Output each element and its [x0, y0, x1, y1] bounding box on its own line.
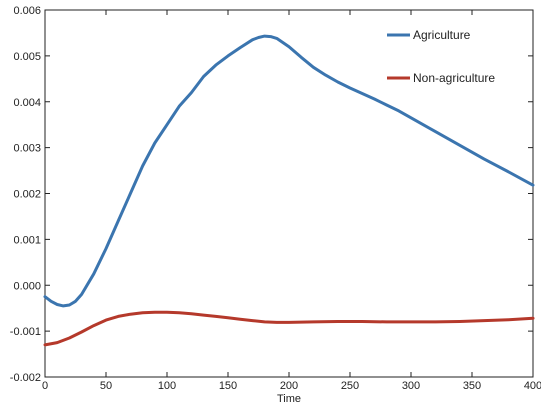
x-tick-label: 200: [280, 380, 298, 392]
y-tick-label: 0.003: [13, 143, 41, 155]
series-lines: [43, 34, 535, 347]
y-tick-label: -0.001: [10, 326, 41, 338]
x-axis-label: Time: [277, 393, 301, 405]
y-tick-label: 0.004: [13, 97, 41, 109]
x-tick-label: 150: [219, 380, 237, 392]
series-line-non-agriculture: [43, 310, 535, 347]
y-tick-label: 0.005: [13, 51, 41, 63]
series-line-agriculture: [43, 34, 535, 308]
x-axis-ticks: 0 50 100 150 200 250 300 350 400: [42, 10, 541, 392]
legend-entry: Non-agriculture: [413, 71, 495, 85]
legend: Agriculture Non-agriculture: [387, 28, 495, 85]
y-axis-ticks: -0.002 -0.001 0.000 0.001 0.002 0.003 0.004 0.0…: [10, 5, 533, 384]
y-tick-label: 0.001: [13, 234, 41, 246]
x-tick-label: 100: [158, 380, 176, 392]
x-tick-label: 250: [341, 380, 359, 392]
y-tick-label: 0.006: [13, 5, 41, 17]
y-tick-label: 0.000: [13, 280, 41, 292]
x-tick-label: 400: [524, 380, 541, 392]
y-tick-label: -0.002: [10, 372, 41, 384]
x-tick-label: 350: [463, 380, 481, 392]
x-tick-label: 0: [42, 380, 48, 392]
x-tick-label: 300: [402, 380, 420, 392]
x-tick-label: 50: [100, 380, 112, 392]
legend-entry: Agriculture: [413, 28, 471, 42]
y-tick-label: 0.002: [13, 189, 41, 201]
